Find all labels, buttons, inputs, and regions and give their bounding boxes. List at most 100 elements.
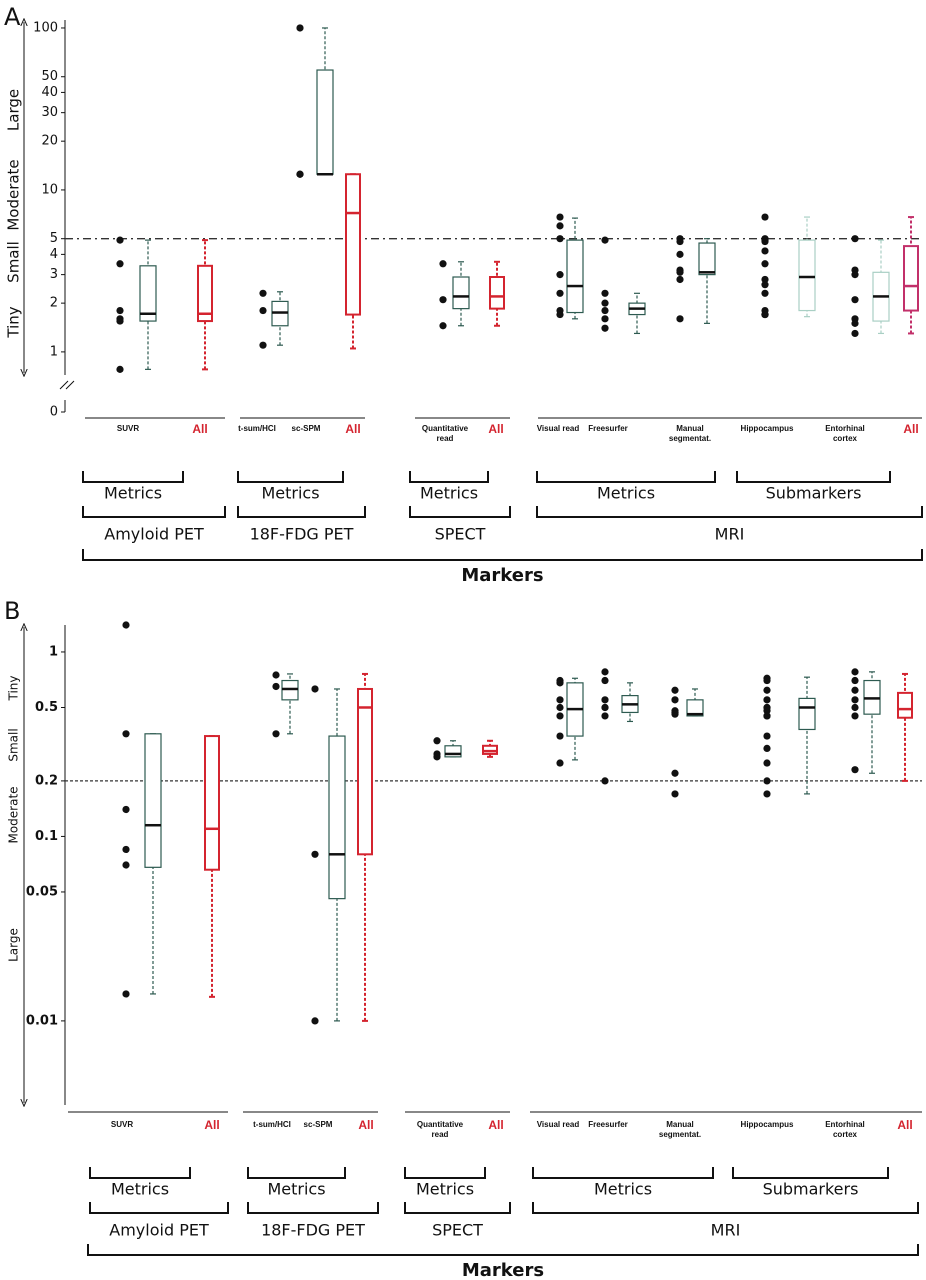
point — [763, 777, 771, 785]
y-tick-label: 100 — [33, 20, 58, 35]
column-label: Manual segmentat. — [658, 1120, 702, 1139]
point — [556, 213, 564, 221]
group-label: MRI — [715, 525, 745, 544]
bracket — [532, 1167, 714, 1179]
bracket — [237, 506, 366, 518]
point — [601, 315, 609, 323]
y-tick-label: 1 — [49, 644, 58, 659]
bracket-label: Metrics — [267, 1180, 325, 1199]
y-tick-label: 0.05 — [26, 884, 58, 899]
point — [116, 260, 124, 268]
bracket — [404, 1167, 486, 1179]
point — [122, 730, 130, 738]
point — [763, 744, 771, 753]
point — [601, 676, 609, 685]
column-label: All — [897, 1118, 913, 1132]
box — [897, 691, 913, 719]
bracket — [237, 471, 344, 483]
point — [601, 712, 609, 720]
point — [556, 222, 564, 230]
point — [671, 790, 679, 798]
effect-label: Moderate — [5, 159, 23, 230]
y-tick-label: 4 — [50, 247, 58, 262]
y-tick-label: 0.5 — [35, 700, 58, 715]
bracket-label: Metrics — [111, 1180, 169, 1199]
bracket — [409, 471, 489, 483]
point — [601, 668, 609, 676]
bracket-label: Metrics — [594, 1180, 652, 1199]
effect-label: Large — [7, 928, 21, 962]
column-label: sc-SPM — [291, 424, 321, 433]
point — [851, 296, 859, 304]
effect-label: Tiny — [7, 675, 21, 701]
point — [761, 275, 769, 284]
bracket — [82, 549, 923, 561]
y-tick-label: 40 — [41, 85, 58, 100]
point — [116, 306, 124, 315]
point — [851, 703, 859, 712]
box — [197, 264, 213, 323]
column-label: Entorhinal cortex — [825, 1120, 865, 1139]
box — [144, 733, 162, 868]
bracket — [736, 471, 891, 483]
bracket-label: Submarkers — [763, 1180, 859, 1199]
point — [116, 317, 124, 325]
column-label: Visual read — [536, 1120, 580, 1129]
box — [686, 699, 704, 717]
group-label: SPECT — [435, 525, 486, 544]
box — [566, 239, 584, 314]
bracket-label: Metrics — [416, 1180, 474, 1199]
box — [204, 735, 220, 871]
y-tick-label: 0 — [50, 405, 58, 420]
point — [763, 696, 771, 704]
point — [761, 260, 769, 268]
y-tick-label: 0.1 — [35, 829, 58, 844]
point — [296, 24, 304, 32]
box — [444, 745, 462, 758]
point — [556, 310, 564, 319]
point — [761, 310, 769, 319]
point — [676, 237, 684, 246]
column-label: Manual segmentat. — [668, 424, 712, 443]
point — [116, 365, 124, 373]
y-tick-label: 0.01 — [26, 1013, 58, 1028]
point — [439, 322, 447, 330]
box — [357, 687, 373, 856]
point — [311, 850, 319, 858]
point — [676, 315, 684, 323]
point — [296, 170, 304, 178]
box — [482, 744, 498, 755]
column-label: SUVR — [116, 424, 140, 433]
point — [676, 250, 684, 258]
bracket — [536, 471, 716, 483]
axis-break — [59, 380, 75, 390]
column-label: Freesurfer — [588, 424, 628, 433]
group-label: 18F-FDG PET — [250, 525, 354, 544]
point — [601, 306, 609, 315]
point — [122, 805, 130, 814]
column-label: All — [488, 422, 504, 436]
point — [122, 990, 130, 998]
y-tick-label: 10 — [41, 182, 58, 197]
point — [556, 271, 564, 279]
column-label: Hippocampus — [740, 424, 794, 433]
y-tick-label: 5 — [50, 231, 58, 246]
effect-label: Tiny — [5, 306, 23, 338]
y-tick-label: 3 — [50, 267, 58, 282]
effect-label: Large — [5, 89, 23, 131]
bracket — [82, 506, 226, 518]
point — [433, 737, 441, 745]
point — [761, 237, 769, 246]
point — [671, 686, 679, 694]
point — [122, 621, 130, 629]
box — [798, 239, 816, 312]
bracket — [247, 1167, 346, 1179]
point — [763, 790, 771, 798]
bracket — [247, 1202, 379, 1214]
point — [272, 682, 280, 691]
point — [763, 707, 771, 715]
box — [139, 265, 157, 322]
point — [556, 712, 564, 720]
